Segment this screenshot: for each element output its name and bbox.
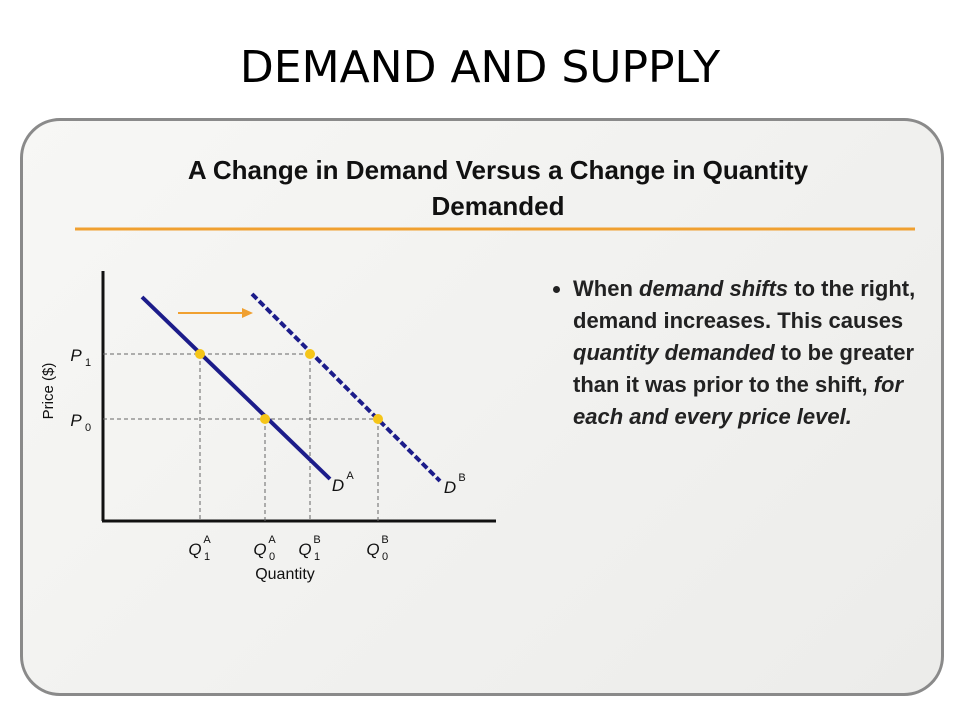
bullet-text: When [573, 276, 639, 301]
quantity-label: Q [366, 540, 379, 559]
guide-lines [103, 353, 379, 521]
quantity-label: Q [298, 540, 311, 559]
bullet-text: to the right, demand increases. This cau… [573, 276, 916, 333]
emphasis-text: demand shifts [639, 276, 789, 301]
quantity-label-sub: 0 [382, 551, 388, 563]
emphasis-text: quantity demanded [573, 340, 775, 365]
quantity-label-sub: 0 [269, 551, 275, 563]
demand-curve-b [250, 292, 442, 483]
panel-title: A Change in Demand Versus a Change in Qu… [188, 155, 809, 185]
bullet-item: When demand shifts to the right, demand … [573, 273, 918, 433]
quantity-label-sub: 1 [314, 551, 320, 563]
panel: A Change in Demand Versus a Change in Qu… [20, 118, 944, 696]
quantity-label-sup: B [313, 534, 320, 546]
curve-label-sup: A [346, 470, 354, 482]
price-label: P [70, 346, 82, 365]
bullet-text: to be greater than it was prior to the s… [573, 340, 915, 397]
points [195, 349, 383, 424]
slide-title: DEMAND AND SUPPLY [239, 42, 721, 93]
price-label-sub: 1 [85, 357, 91, 369]
bullet-list: When demand shifts to the right, demand … [545, 273, 918, 433]
curve-label-sup: B [458, 472, 465, 484]
y-axis-label: Price ($) [40, 363, 57, 420]
price-label: P [70, 411, 82, 430]
quantity-label-sub: 1 [204, 551, 210, 563]
quantity-label-sup: B [381, 534, 388, 546]
curve-label: D [332, 476, 344, 495]
price-label-sub: 0 [85, 422, 91, 434]
panel-title: Demanded [432, 191, 565, 221]
quantity-label: Q [253, 540, 266, 559]
quantity-label-sup: A [268, 534, 276, 546]
diagram: A Change in Demand Versus a Change in Qu… [40, 155, 915, 583]
x-axis-label: Quantity [255, 566, 315, 583]
shift-arrow-head [242, 308, 253, 318]
demand-curve-a [140, 295, 332, 481]
emphasis-text: for each and every price level. [573, 372, 904, 429]
curve-label: D [444, 478, 456, 497]
quantity-label-sup: A [203, 534, 211, 546]
quantity-label: Q [188, 540, 201, 559]
